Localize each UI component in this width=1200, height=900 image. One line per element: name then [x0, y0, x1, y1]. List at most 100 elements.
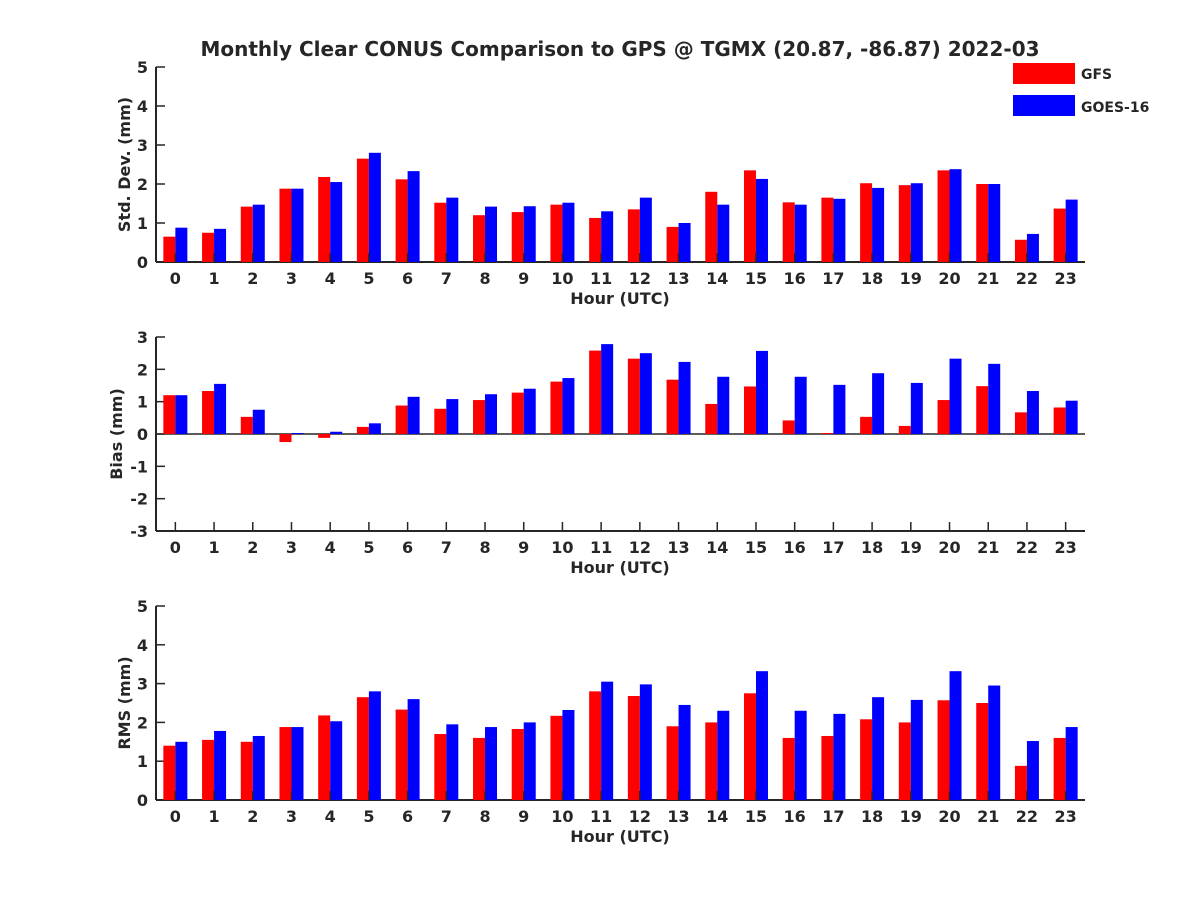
bar-goes16-hour-22 — [1026, 233, 1039, 262]
bar-gfs-hour-3 — [279, 727, 292, 800]
bar-gfs-hour-4 — [318, 176, 331, 262]
x-tick-label: 18 — [861, 807, 883, 826]
x-tick-label: 3 — [286, 269, 297, 288]
x-tick-label: 0 — [170, 807, 181, 826]
bar-goes16-hour-15 — [755, 671, 768, 800]
bar-gfs-hour-7 — [434, 734, 447, 800]
legend-swatch-gfs — [1013, 63, 1075, 84]
x-tick-label: 17 — [822, 538, 844, 557]
x-tick-label: 0 — [170, 538, 181, 557]
y-tick-label: -2 — [130, 490, 148, 509]
bar-goes16-hour-12 — [639, 353, 652, 434]
x-tick-label: 17 — [822, 269, 844, 288]
y-tick-label: 0 — [137, 425, 148, 444]
bar-goes16-hour-10 — [562, 378, 575, 434]
y-tick-label: 1 — [137, 214, 148, 233]
bar-gfs-hour-20 — [937, 700, 950, 800]
y-tick-label: 3 — [137, 328, 148, 347]
legend-swatch-goes16 — [1013, 95, 1075, 116]
bar-gfs-hour-11 — [589, 350, 602, 434]
bar-goes16-hour-18 — [872, 697, 885, 800]
bar-goes16-hour-12 — [639, 197, 652, 262]
bar-goes16-hour-16 — [794, 376, 807, 434]
x-tick-label: 16 — [784, 807, 806, 826]
bar-goes16-hour-19 — [910, 699, 923, 800]
bar-goes16-hour-5 — [368, 691, 381, 800]
bar-gfs-hour-1 — [202, 390, 215, 434]
bar-goes16-hour-7 — [446, 724, 459, 800]
bar-gfs-hour-10 — [550, 381, 563, 434]
x-tick-label: 20 — [938, 269, 960, 288]
bar-gfs-hour-5 — [356, 158, 369, 262]
bar-goes16-hour-7 — [446, 197, 459, 262]
x-tick-label: 6 — [402, 807, 413, 826]
bar-goes16-hour-14 — [717, 710, 730, 800]
x-tick-label: 16 — [784, 538, 806, 557]
bar-goes16-hour-6 — [407, 171, 420, 262]
bar-goes16-hour-2 — [252, 735, 265, 800]
x-tick-label: 9 — [518, 807, 529, 826]
x-tick-label: 19 — [900, 538, 922, 557]
bar-gfs-hour-17 — [821, 197, 834, 262]
bar-goes16-hour-15 — [755, 178, 768, 262]
y-tick-label: 0 — [137, 791, 148, 810]
bar-gfs-hour-5 — [356, 697, 369, 800]
x-tick-label: 22 — [1016, 538, 1038, 557]
bar-gfs-hour-23 — [1053, 407, 1066, 434]
bar-gfs-hour-12 — [627, 358, 640, 434]
x-axis-label: Hour (UTC) — [570, 289, 670, 308]
bar-gfs-hour-7 — [434, 408, 447, 434]
bar-goes16-hour-17 — [833, 384, 846, 434]
y-tick-label: 0 — [137, 253, 148, 272]
bar-gfs-hour-17 — [821, 433, 834, 434]
bar-gfs-hour-18 — [860, 183, 873, 262]
bar-goes16-hour-17 — [833, 713, 846, 800]
bar-goes16-hour-14 — [717, 204, 730, 262]
x-tick-label: 13 — [667, 269, 689, 288]
bar-goes16-hour-14 — [717, 376, 730, 434]
bar-goes16-hour-2 — [252, 409, 265, 434]
bar-gfs-hour-6 — [395, 405, 408, 434]
bar-gfs-hour-11 — [589, 691, 602, 800]
bar-gfs-hour-21 — [976, 184, 989, 262]
x-tick-label: 16 — [784, 269, 806, 288]
bar-gfs-hour-5 — [356, 426, 369, 434]
bar-gfs-hour-8 — [473, 215, 486, 262]
y-tick-label: 5 — [137, 597, 148, 616]
x-tick-label: 13 — [667, 807, 689, 826]
x-tick-label: 2 — [247, 269, 258, 288]
bar-gfs-hour-4 — [318, 434, 331, 438]
y-tick-label: 2 — [137, 360, 148, 379]
bar-gfs-hour-9 — [511, 212, 524, 262]
bar-goes16-hour-8 — [485, 206, 498, 262]
y-tick-label: 5 — [137, 58, 148, 77]
bar-goes16-hour-9 — [523, 388, 536, 434]
x-tick-label: 8 — [479, 807, 490, 826]
bar-gfs-hour-1 — [202, 232, 215, 262]
bar-gfs-hour-23 — [1053, 737, 1066, 800]
bar-goes16-hour-16 — [794, 710, 807, 800]
bar-gfs-hour-16 — [782, 420, 795, 434]
bar-gfs-hour-8 — [473, 737, 486, 800]
bar-gfs-hour-19 — [898, 425, 911, 434]
x-tick-label: 14 — [706, 269, 728, 288]
bar-gfs-hour-22 — [1014, 765, 1027, 800]
bar-goes16-hour-10 — [562, 709, 575, 800]
x-tick-label: 12 — [629, 538, 651, 557]
bar-goes16-hour-1 — [214, 228, 227, 262]
x-tick-label: 20 — [938, 538, 960, 557]
bar-goes16-hour-20 — [949, 358, 962, 434]
bar-goes16-hour-17 — [833, 198, 846, 262]
bar-gfs-hour-22 — [1014, 239, 1027, 262]
x-tick-label: 1 — [208, 538, 219, 557]
bar-goes16-hour-9 — [523, 722, 536, 800]
bar-goes16-hour-13 — [678, 223, 691, 262]
x-tick-label: 15 — [745, 538, 767, 557]
x-tick-label: 6 — [402, 538, 413, 557]
bar-gfs-hour-6 — [395, 709, 408, 800]
bar-goes16-hour-20 — [949, 671, 962, 800]
bar-gfs-hour-15 — [743, 170, 756, 262]
bar-gfs-hour-19 — [898, 185, 911, 262]
bar-goes16-hour-21 — [988, 685, 1001, 800]
